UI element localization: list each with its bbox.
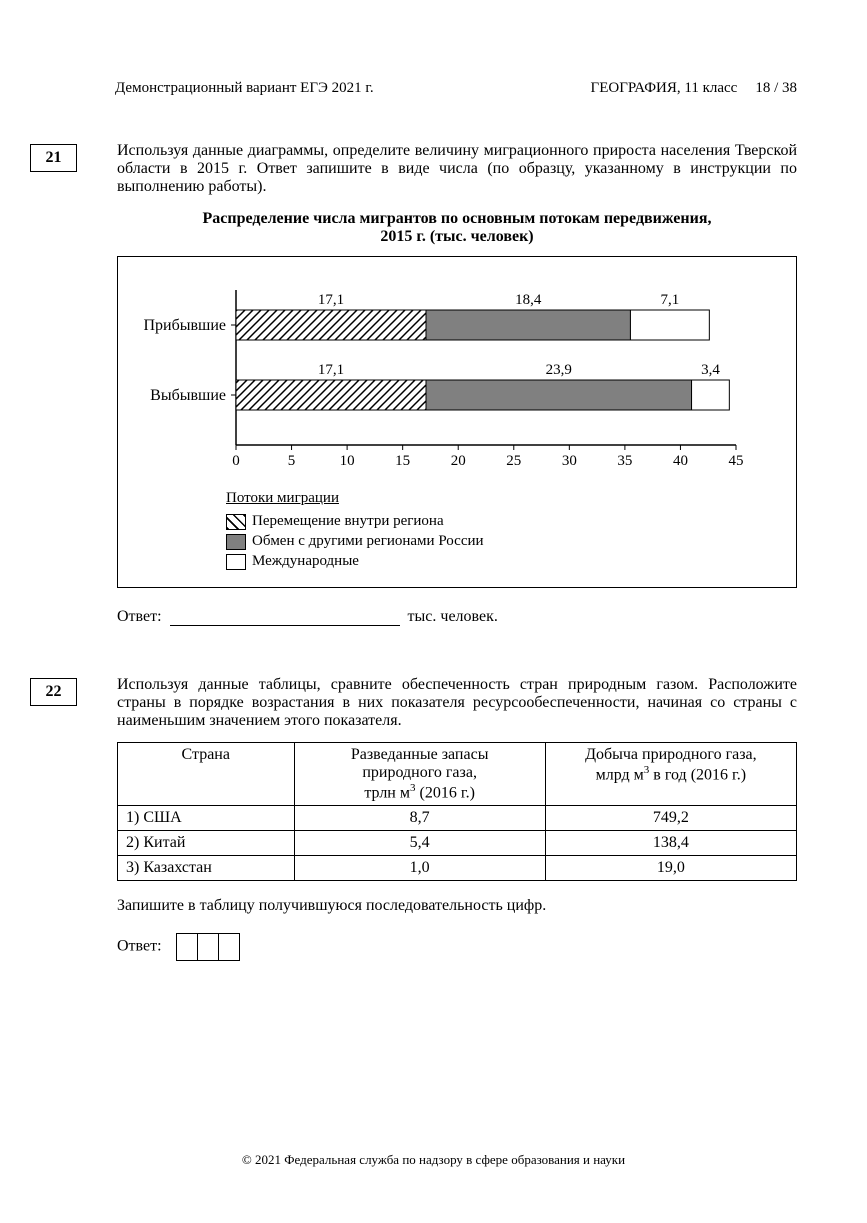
legend-label: Обмен с другими регионами России <box>252 533 484 550</box>
bar-chart: 0 5 10 15 20 25 30 35 40 45 Прибывшие Выбывшие 17,1 1… <box>136 275 756 475</box>
legend-swatch <box>226 554 246 570</box>
svg-text:3,4: 3,4 <box>701 362 720 378</box>
legend: Перемещение внутри региона Обмен с другим… <box>226 513 778 570</box>
cell-production: 749,2 <box>545 806 796 831</box>
cell-production: 19,0 <box>545 856 796 881</box>
page: Демонстрационный вариант ЕГЭ 2021 г. ГЕО… <box>0 0 867 1223</box>
task-22-answer: Ответ: <box>117 933 797 961</box>
svg-text:30: 30 <box>562 453 577 469</box>
svg-text:10: 10 <box>340 453 355 469</box>
col-country: Страна <box>118 743 295 806</box>
task-22: 22 Используя данные таблицы, сравните об… <box>30 676 797 961</box>
header-subject: ГЕОГРАФИЯ, 11 класс <box>591 80 738 97</box>
page-header: Демонстрационный вариант ЕГЭ 2021 г. ГЕО… <box>115 80 797 97</box>
svg-text:7,1: 7,1 <box>661 292 680 308</box>
data-table: Страна Разведанные запасы природного газ… <box>117 742 797 881</box>
legend-swatch <box>226 534 246 550</box>
table-body: 1) США8,7749,22) Китай5,4138,43) Казахст… <box>118 806 797 881</box>
answer-cell[interactable] <box>177 934 198 960</box>
svg-text:23,9: 23,9 <box>546 362 572 378</box>
cell-production: 138,4 <box>545 831 796 856</box>
svg-text:5: 5 <box>288 453 296 469</box>
col-reserves: Разведанные запасы природного газа, трлн… <box>294 743 545 806</box>
legend-swatch <box>226 514 246 530</box>
legend-item: Перемещение внутри региона <box>226 513 778 530</box>
svg-text:15: 15 <box>395 453 410 469</box>
svg-text:25: 25 <box>506 453 521 469</box>
task-21-answer: Ответ: тыс. человек. <box>117 608 797 626</box>
table-row: 1) США8,7749,2 <box>118 806 797 831</box>
svg-text:0: 0 <box>232 453 240 469</box>
chart-title-line2: 2015 г. (тыс. человек) <box>117 228 797 246</box>
task-number-22: 22 <box>30 678 77 706</box>
task-22-text: Используя данные таблицы, сравните обесп… <box>117 676 797 730</box>
legend-item: Обмен с другими регионами России <box>226 533 778 550</box>
col-production: Добыча природного газа, млрд м3 в год (2… <box>545 743 796 806</box>
cell-country: 3) Казахстан <box>118 856 295 881</box>
table-row: 2) Китай5,4138,4 <box>118 831 797 856</box>
chart-container: 0 5 10 15 20 25 30 35 40 45 Прибывшие Выбывшие 17,1 1… <box>117 256 797 588</box>
chart-title: Распределение числа мигрантов по основны… <box>117 210 797 246</box>
svg-text:45: 45 <box>729 453 744 469</box>
legend-label: Перемещение внутри региона <box>252 513 444 530</box>
answer-cell[interactable] <box>198 934 219 960</box>
svg-text:18,4: 18,4 <box>515 292 542 308</box>
svg-text:Выбывшие: Выбывшие <box>150 387 226 404</box>
answer-blank[interactable] <box>170 625 400 626</box>
svg-text:Прибывшие: Прибывшие <box>143 317 226 334</box>
task-number-21: 21 <box>30 144 77 172</box>
header-page: 18 / 38 <box>755 80 797 97</box>
legend-label: Международные <box>252 553 359 570</box>
task-21: 21 Используя данные диаграммы, определит… <box>30 142 797 656</box>
cell-country: 1) США <box>118 806 295 831</box>
answer-label-22: Ответ: <box>117 938 162 955</box>
answer-unit: тыс. человек. <box>408 608 498 625</box>
cell-reserves: 8,7 <box>294 806 545 831</box>
task-22-post-text: Запишите в таблицу получившуюся последов… <box>117 897 797 915</box>
answer-label: Ответ: <box>117 608 162 625</box>
header-left: Демонстрационный вариант ЕГЭ 2021 г. <box>115 80 374 97</box>
svg-text:40: 40 <box>673 453 688 469</box>
svg-text:35: 35 <box>617 453 632 469</box>
legend-title: Потоки миграции <box>226 490 778 507</box>
answer-boxes[interactable] <box>176 933 240 961</box>
answer-cell[interactable] <box>219 934 239 960</box>
svg-text:17,1: 17,1 <box>318 362 344 378</box>
task-21-text: Используя данные диаграммы, определите в… <box>117 142 797 196</box>
svg-text:20: 20 <box>451 453 466 469</box>
cell-country: 2) Китай <box>118 831 295 856</box>
chart-title-line1: Распределение числа мигрантов по основны… <box>117 210 797 228</box>
cell-reserves: 5,4 <box>294 831 545 856</box>
svg-text:17,1: 17,1 <box>318 292 344 308</box>
table-row: 3) Казахстан1,019,0 <box>118 856 797 881</box>
footer: © 2021 Федеральная служба по надзору в с… <box>0 1152 867 1168</box>
cell-reserves: 1,0 <box>294 856 545 881</box>
legend-item: Международные <box>226 553 778 570</box>
